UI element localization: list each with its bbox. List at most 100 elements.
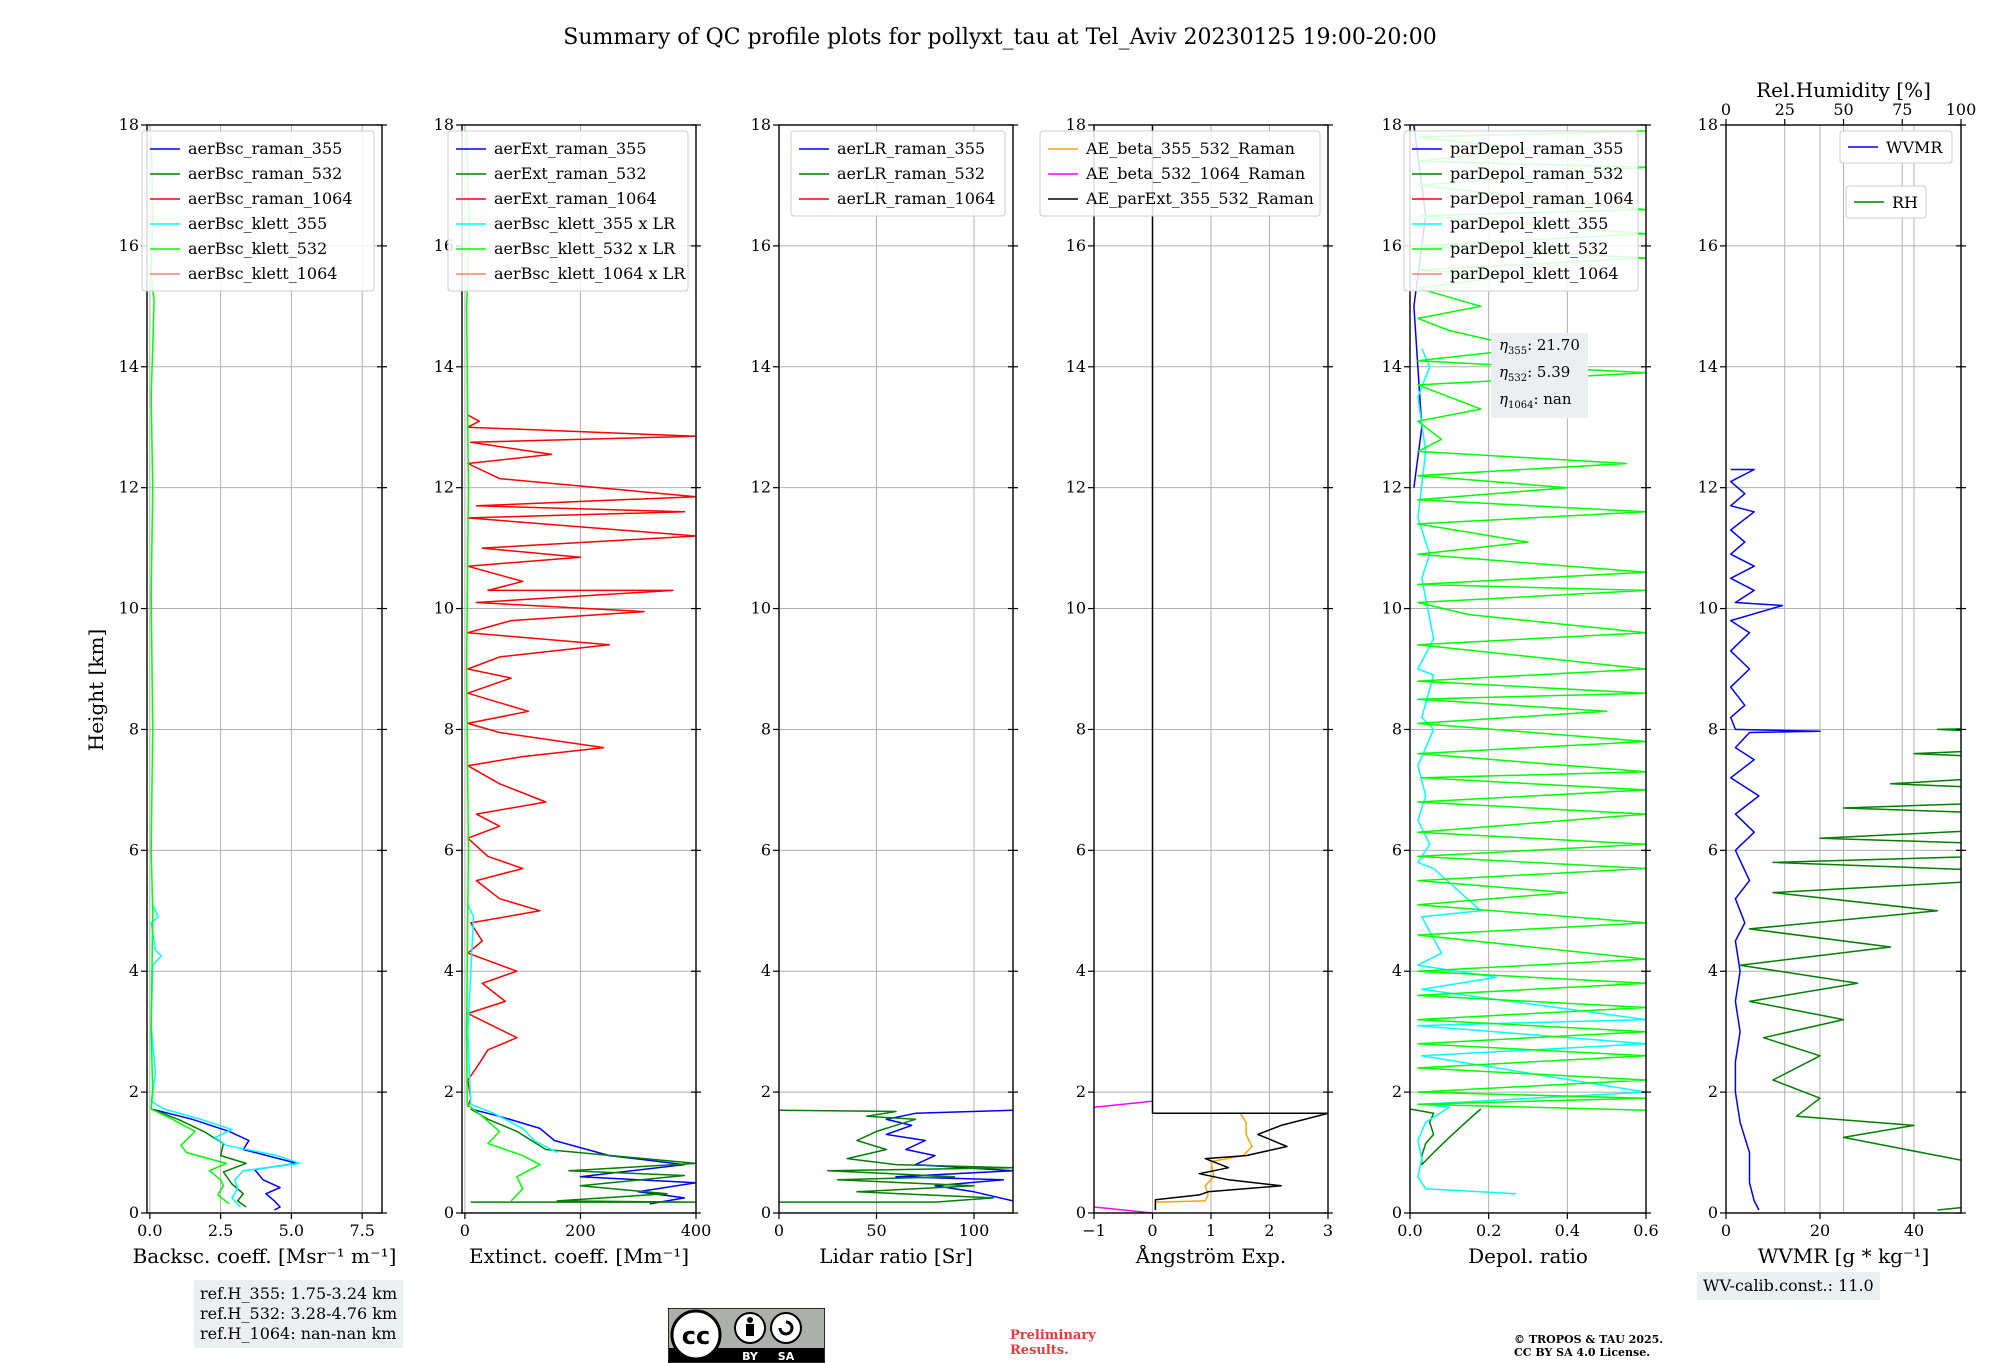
legend-label: AE_beta_355_532_Raman — [1085, 139, 1295, 158]
plot-frame — [1409, 124, 1647, 1214]
eta-355: η355: 21.70 — [1499, 336, 1580, 357]
eta-1064: η1064: nan — [1499, 390, 1572, 411]
legend-frame — [1839, 130, 1953, 164]
plot-frame — [146, 124, 383, 1214]
top-x-tick-label: 0 — [1721, 100, 1731, 119]
y-tick-label: 0 — [1076, 1203, 1086, 1222]
legend-label: aerExt_raman_355 — [494, 139, 647, 158]
y-tick-label: 18 — [1382, 115, 1402, 134]
x-tick-label: 0.6 — [1633, 1221, 1658, 1240]
ref-height-532: ref.H_532: 3.28-4.76 km — [200, 1304, 398, 1323]
y-axis-label: Height [km] — [84, 629, 108, 751]
series-line-aerBsc-klett-532 — [150, 137, 230, 1205]
y-tick-label: 4 — [761, 961, 771, 980]
legend-label: aerExt_raman_532 — [494, 164, 647, 183]
y-tick-label: 8 — [1392, 719, 1402, 738]
y-tick-label: 10 — [1382, 599, 1402, 618]
x-tick-label: 1 — [1206, 1221, 1216, 1240]
series-line-aerBsc-klett-532-x-LR — [465, 130, 541, 1202]
series-line-aerLR-raman-532 — [779, 1109, 1013, 1203]
plot-frame — [778, 124, 1014, 1214]
legend-label: aerLR_raman_1064 — [837, 189, 995, 208]
series-line-aerExt-raman-355 — [470, 1108, 696, 1205]
legend-label: parDepol_raman_1064 — [1450, 189, 1634, 208]
series-line-WVMR — [1729, 468, 1821, 1211]
legend-frame — [447, 130, 689, 292]
y-tick-label: 14 — [119, 357, 139, 376]
y-tick-label: 2 — [1076, 1082, 1086, 1101]
series-line-AE-beta-355-532-Raman — [1154, 1112, 1253, 1210]
series-line-AE-parExt-355-532-Raman — [1151, 125, 1328, 1210]
wv-calibration-box: WV-calib.const.: 11.0 — [1697, 1272, 1880, 1300]
y-tick-label: 0 — [761, 1203, 771, 1222]
legend-label: aerBsc_klett_355 x LR — [494, 214, 676, 233]
svg-text:BY: BY — [742, 1350, 759, 1363]
y-tick-label: 10 — [1698, 599, 1718, 618]
legend: AE_beta_355_532_Raman AE_beta_532_1064_Ra… — [1039, 130, 1321, 217]
legend-label: aerLR_raman_532 — [837, 164, 985, 183]
series-group — [1094, 125, 1328, 1213]
legend-label: aerBsc_raman_532 — [188, 164, 342, 183]
top-x-tick-label: 25 — [1775, 100, 1795, 119]
x-tick-label: 40 — [1904, 1221, 1924, 1240]
y-tick-label: 14 — [751, 357, 771, 376]
panel-bsc: 0 2 4 6 8 10 12 14 16 18 0.0 2.5 5.0 7.5 Backsc. coeff… — [119, 115, 397, 1268]
y-tick-label: 14 — [434, 357, 454, 376]
series-line-aerExt-raman-532 — [470, 1108, 696, 1203]
y-tick-label: 8 — [1708, 719, 1718, 738]
y-tick-label: 14 — [1698, 357, 1718, 376]
legend-label: aerLR_raman_355 — [837, 139, 985, 158]
x-tick-label: 0 — [460, 1221, 470, 1240]
legend-label: aerBsc_raman_1064 — [188, 189, 353, 208]
y-tick-label: 12 — [434, 478, 454, 497]
x-tick-label: 100 — [959, 1221, 990, 1240]
legend: parDepol_raman_355 parDepol_raman_532 parD… — [1403, 130, 1639, 292]
y-tick-label: 16 — [119, 236, 139, 255]
legend-label: parDepol_klett_532 — [1450, 239, 1608, 258]
legend-frame — [790, 130, 1006, 217]
y-tick-label: 6 — [444, 840, 454, 859]
series-line-aerBsc-raman-532 — [150, 1108, 247, 1208]
x-tick-label: 0.0 — [1397, 1221, 1422, 1240]
legend-label: WVMR — [1886, 138, 1943, 157]
y-tick-label: 6 — [1708, 840, 1718, 859]
y-tick-label: 0 — [444, 1203, 454, 1222]
x-tick-label: 0.4 — [1555, 1221, 1580, 1240]
legend-label: parDepol_klett_355 — [1450, 214, 1608, 233]
legend-label: aerBsc_klett_1064 x LR — [494, 264, 686, 283]
x-tick-label: 2 — [1264, 1221, 1274, 1240]
x-tick-label: 400 — [681, 1221, 712, 1240]
legend: aerExt_raman_355 aerExt_raman_532 aerExt_r… — [447, 130, 689, 292]
series-line-aerLR-raman-355 — [885, 1109, 1013, 1202]
x-tick-label: 7.5 — [349, 1221, 374, 1240]
legend-label: parDepol_raman_532 — [1450, 164, 1623, 183]
y-tick-label: 2 — [129, 1082, 139, 1101]
legend-label: parDepol_raman_355 — [1450, 139, 1623, 158]
y-tick-label: 4 — [444, 961, 454, 980]
y-tick-label: 2 — [1708, 1082, 1718, 1101]
x-tick-label: 50 — [866, 1221, 886, 1240]
x-tick-label: 3 — [1323, 1221, 1333, 1240]
y-tick-label: 6 — [1392, 840, 1402, 859]
legend-frame — [1039, 130, 1321, 217]
y-tick-label: 0 — [1392, 1203, 1402, 1222]
legend-label: parDepol_klett_1064 — [1450, 264, 1619, 283]
legend-label: aerBsc_klett_1064 — [188, 264, 337, 283]
series-line-aerBsc-klett-355-x-LR — [467, 904, 558, 1154]
plot-frame — [461, 124, 697, 1214]
y-tick-label: 12 — [1698, 478, 1718, 497]
x-axis-label: Lidar ratio [Sr] — [819, 1244, 973, 1268]
ref-height-355: ref.H_355: 1.75-3.24 km — [200, 1284, 398, 1303]
y-tick-label: 16 — [1066, 236, 1086, 255]
svg-text:cc: cc — [682, 1322, 710, 1350]
y-tick-label: 2 — [444, 1082, 454, 1101]
y-tick-label: 18 — [434, 115, 454, 134]
x-tick-label: 0.2 — [1476, 1221, 1501, 1240]
y-tick-label: 4 — [1708, 961, 1718, 980]
panel-depol: 0 2 4 6 8 10 12 14 16 18 0.0 0.2 0.4 0.6 Depol. ratio p… — [1382, 115, 1659, 1268]
series-group — [150, 137, 301, 1211]
top-x-tick-label: 50 — [1833, 100, 1853, 119]
